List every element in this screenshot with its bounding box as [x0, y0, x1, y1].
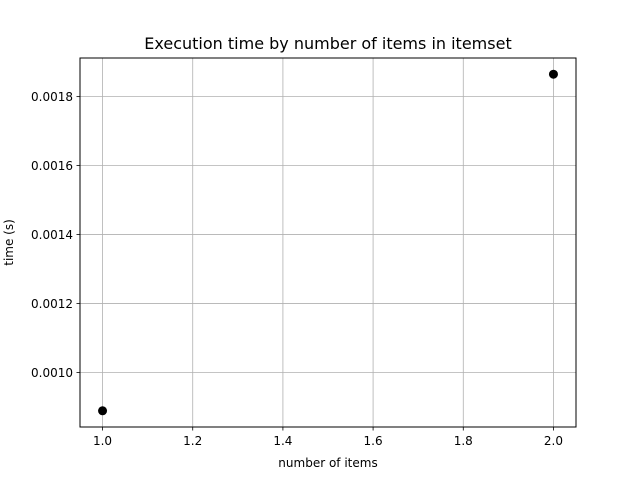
grid-layer	[80, 58, 576, 427]
x-tick-label: 1.2	[183, 434, 202, 448]
y-tick-label: 0.0012	[31, 297, 73, 311]
chart-title: Execution time by number of items in ite…	[144, 34, 511, 53]
x-tick-label: 1.4	[273, 434, 292, 448]
y-tick-label: 0.0016	[31, 159, 73, 173]
y-axis-label: time (s)	[2, 219, 16, 266]
data-point	[98, 406, 108, 416]
x-axis-label: number of items	[278, 456, 377, 470]
x-tick-label: 1.0	[93, 434, 112, 448]
x-tick-label: 1.8	[454, 434, 473, 448]
y-tick-label: 0.0010	[31, 366, 73, 380]
y-tick-label: 0.0018	[31, 90, 73, 104]
marks-layer	[98, 69, 558, 416]
plot-frame	[79, 57, 577, 428]
y-tick-label: 0.0014	[31, 228, 73, 242]
x-tick-label: 1.6	[364, 434, 383, 448]
x-tick-label: 2.0	[544, 434, 563, 448]
axis-layer: 1.0 1.2 1.4 1.6 1.8 2.0 0.0010 0.0012 0.0014 0.00…	[31, 90, 563, 448]
data-point	[548, 69, 558, 79]
